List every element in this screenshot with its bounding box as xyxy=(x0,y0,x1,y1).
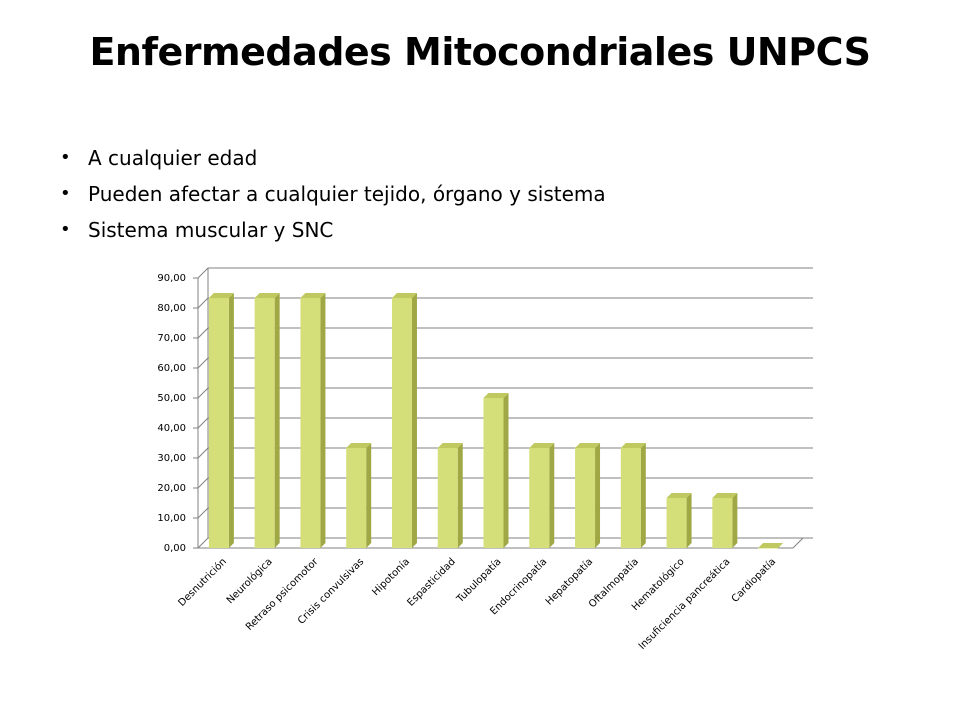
gridline-depth xyxy=(197,537,209,549)
bar xyxy=(575,448,596,548)
bar xyxy=(391,298,412,548)
x-tick-label: Cardiopatía xyxy=(729,556,778,605)
bar-side xyxy=(549,443,555,548)
bar xyxy=(254,298,275,548)
bar-side xyxy=(366,443,372,548)
bar-side xyxy=(274,293,280,548)
y-tick-label: 20,00 xyxy=(157,483,186,494)
bullet-text: A cualquier edad xyxy=(88,146,258,170)
bar-top xyxy=(712,492,738,498)
bar xyxy=(758,548,779,549)
bar-top xyxy=(483,393,509,398)
bar-top xyxy=(758,543,784,548)
bar-top xyxy=(529,443,555,449)
bar xyxy=(346,448,367,548)
y-tick-label: 0,00 xyxy=(164,543,186,554)
y-tick-label: 80,00 xyxy=(157,303,186,314)
bullet-icon: • xyxy=(60,219,71,240)
bar-side xyxy=(732,492,738,548)
bar-side xyxy=(640,443,646,548)
bar-top xyxy=(208,293,234,299)
bar-top xyxy=(437,443,463,449)
y-tick-label: 90,00 xyxy=(157,273,186,284)
gridline-depth xyxy=(197,507,209,519)
gridline-depth xyxy=(197,267,209,279)
x-tick-label: Espasticidad xyxy=(406,556,458,608)
bullet-item: • Sistema muscular y SNC xyxy=(60,212,606,248)
bar-top xyxy=(391,293,417,299)
bar-side xyxy=(503,393,509,548)
y-tick-label: 30,00 xyxy=(157,453,186,464)
bar xyxy=(483,398,504,548)
bar-top xyxy=(300,293,326,299)
gridline-depth xyxy=(197,387,209,399)
gridline-depth xyxy=(197,477,209,489)
bar xyxy=(437,448,458,548)
x-tick-label: Neurológica xyxy=(224,556,275,607)
x-axis-depth xyxy=(792,537,804,549)
bullet-item: • A cualquier edad xyxy=(60,140,606,176)
gridline-depth xyxy=(197,297,209,309)
slide-title: Enfermedades Mitocondriales UNPCS xyxy=(89,30,871,74)
bar-top xyxy=(666,492,692,498)
bullet-icon: • xyxy=(60,147,71,168)
bar-side xyxy=(228,293,234,548)
x-tick-label: Tubulopatía xyxy=(454,556,504,606)
y-tick-label: 50,00 xyxy=(157,393,186,404)
bullet-list: • A cualquier edad • Pueden afectar a cual… xyxy=(60,140,606,248)
gridline-depth xyxy=(197,417,209,429)
bar-side xyxy=(320,293,326,548)
bullet-text: Sistema muscular y SNC xyxy=(88,218,334,242)
x-tick-label: Insuficiencia pancreática xyxy=(636,556,732,652)
bar-top xyxy=(575,443,601,449)
bar xyxy=(529,448,550,548)
bar xyxy=(300,298,321,548)
x-tick-label: Hepatopatía xyxy=(543,556,595,608)
y-tick-label: 40,00 xyxy=(157,423,186,434)
y-tick-label: 10,00 xyxy=(157,513,186,524)
bar-top xyxy=(620,443,646,449)
y-tick-label: 60,00 xyxy=(157,363,186,374)
bullet-text: Pueden afectar a cualquier tejido, órgan… xyxy=(88,182,606,206)
bar-side xyxy=(457,443,463,548)
bar xyxy=(666,497,687,548)
gridline-depth xyxy=(197,447,209,459)
y-tick-label: 70,00 xyxy=(157,333,186,344)
bar-top xyxy=(254,293,280,299)
gridline-depth xyxy=(197,357,209,369)
x-tick-label: Desnutrición xyxy=(176,556,229,609)
bullet-item: • Pueden afectar a cualquier tejido, órga… xyxy=(60,176,606,212)
bar-side xyxy=(686,492,692,548)
bullet-icon: • xyxy=(60,183,71,204)
bar-side xyxy=(595,443,601,548)
bar xyxy=(712,497,733,548)
x-tick-label: Hipotonía xyxy=(370,556,412,598)
bar xyxy=(208,298,229,548)
bar-side xyxy=(411,293,417,548)
gridline-depth xyxy=(197,327,209,339)
bar-top xyxy=(346,443,372,449)
bar xyxy=(620,448,641,548)
